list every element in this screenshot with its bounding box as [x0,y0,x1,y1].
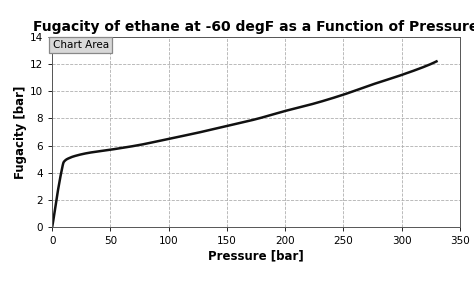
Title: Fugacity of ethane at -60 degF as a Function of Pressure: Fugacity of ethane at -60 degF as a Func… [33,20,474,34]
Y-axis label: Fugacity [bar]: Fugacity [bar] [14,85,27,179]
X-axis label: Pressure [bar]: Pressure [bar] [208,249,304,262]
Text: Chart Area: Chart Area [53,40,109,50]
